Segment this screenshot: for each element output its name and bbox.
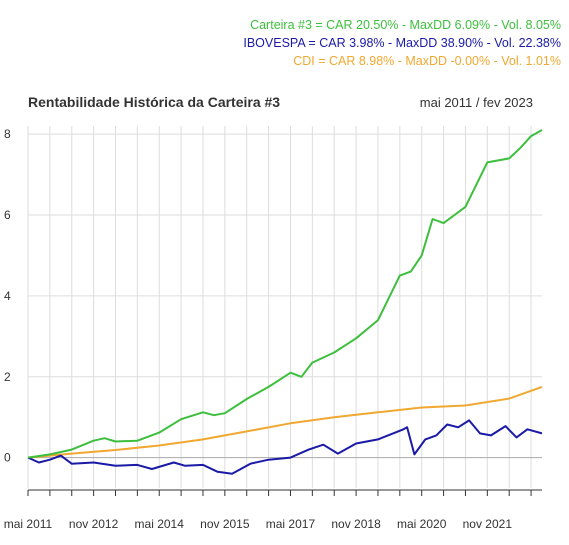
chart-legend: Carteira #3 = CAR 20.50% - MaxDD 6.09% -… xyxy=(243,16,561,70)
series-line-cdi xyxy=(27,385,543,459)
series-lines xyxy=(27,129,543,475)
x-axis: mai 2011 nov 2012 mai 2014 nov 2015 mai 2017… xyxy=(4,489,542,531)
x-tick-label: nov 2021 xyxy=(463,517,513,531)
y-tick-label: 6 xyxy=(4,208,11,222)
y-tick-label: 0 xyxy=(4,451,11,465)
x-tick-label: mai 2011 xyxy=(4,517,53,531)
x-tick-label: nov 2015 xyxy=(200,517,250,531)
legend-entry-cdi: CDI = CAR 8.98% - MaxDD -0.00% - Vol. 1.… xyxy=(293,54,561,68)
x-tick-label: nov 2012 xyxy=(69,517,119,531)
y-tick-label: 8 xyxy=(4,127,11,141)
series-line-ibovespa xyxy=(27,419,543,475)
chart-period: mai 2011 / fev 2023 xyxy=(419,95,533,110)
legend-entry-ibovespa: IBOVESPA = CAR 3.98% - MaxDD 38.90% - Vo… xyxy=(243,36,561,50)
y-tick-label: 4 xyxy=(4,289,11,303)
x-tick-label: mai 2014 xyxy=(135,517,185,531)
y-tick-label: 2 xyxy=(4,370,11,384)
x-tick-label: nov 2018 xyxy=(331,517,381,531)
grid-lines xyxy=(27,126,542,488)
x-tick-label: mai 2020 xyxy=(397,517,447,531)
y-axis-ticks: 0 2 4 6 8 xyxy=(4,127,11,465)
series-line-carteira-3 xyxy=(27,129,543,459)
chart-title: Rentabilidade Histórica da Carteira #3 xyxy=(28,94,281,110)
legend-entry-portfolio: Carteira #3 = CAR 20.50% - MaxDD 6.09% -… xyxy=(250,18,561,32)
x-tick-label: mai 2017 xyxy=(266,517,316,531)
